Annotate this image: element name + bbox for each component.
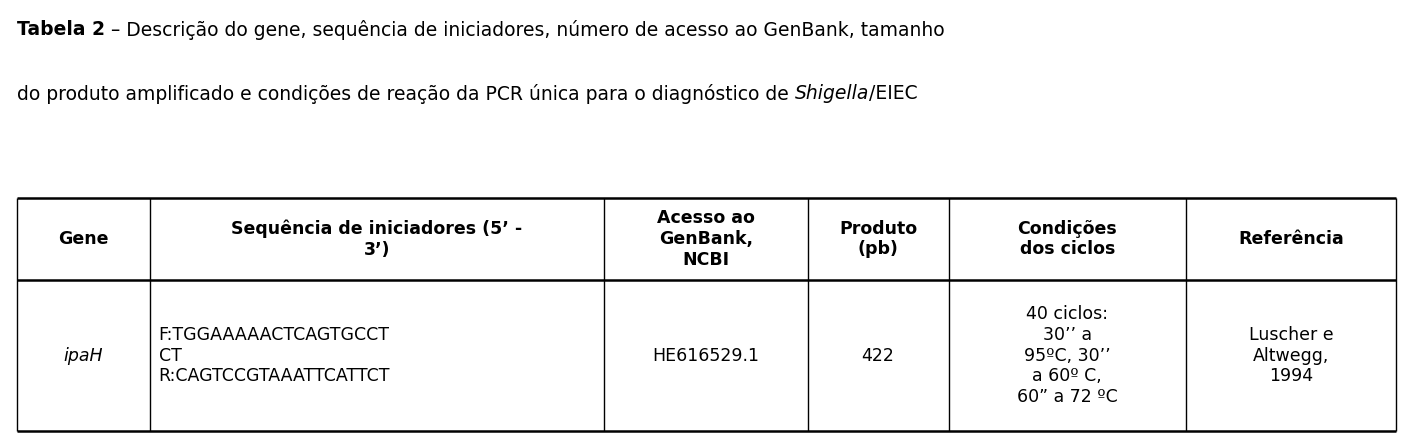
- Text: /EIEC: /EIEC: [869, 84, 917, 103]
- Text: Referência: Referência: [1238, 230, 1344, 248]
- Text: do produto amplificado e condições de reação da PCR única para o diagnóstico de: do produto amplificado e condições de re…: [17, 84, 794, 104]
- Text: Shigella: Shigella: [794, 84, 869, 103]
- Text: – Descrição do gene, sequência de iniciadores, número de acesso ao GenBank, tama: – Descrição do gene, sequência de inicia…: [105, 20, 944, 40]
- Text: F:TGGAAAAACTCAGTGCCT
CT
R:CAGTCCGTAAATTCATTCT: F:TGGAAAAACTCAGTGCCT CT R:CAGTCCGTAAATTC…: [158, 326, 390, 385]
- Text: Produto
(pb): Produto (pb): [839, 219, 917, 258]
- Text: 40 ciclos:
30’’ a
95ºC, 30’’
a 60º C,
60” a 72 ºC: 40 ciclos: 30’’ a 95ºC, 30’’ a 60º C, 60…: [1017, 305, 1118, 406]
- Text: Gene: Gene: [58, 230, 109, 248]
- Text: Luscher e
Altwegg,
1994: Luscher e Altwegg, 1994: [1249, 326, 1334, 385]
- Text: Sequência de iniciadores (5’ -
3’): Sequência de iniciadores (5’ - 3’): [232, 219, 523, 258]
- Text: Tabela 2: Tabela 2: [17, 20, 105, 39]
- Text: 422: 422: [862, 346, 894, 365]
- Text: HE616529.1: HE616529.1: [653, 346, 759, 365]
- Text: ipaH: ipaH: [64, 346, 103, 365]
- Text: Acesso ao
GenBank,
NCBI: Acesso ao GenBank, NCBI: [657, 209, 755, 269]
- Text: Condições
dos ciclos: Condições dos ciclos: [1017, 219, 1118, 258]
